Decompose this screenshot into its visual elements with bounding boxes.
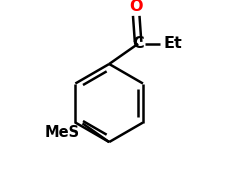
Text: Et: Et — [163, 36, 182, 51]
Text: C: C — [132, 36, 144, 51]
Text: O: O — [129, 0, 143, 14]
Text: MeS: MeS — [45, 125, 80, 140]
